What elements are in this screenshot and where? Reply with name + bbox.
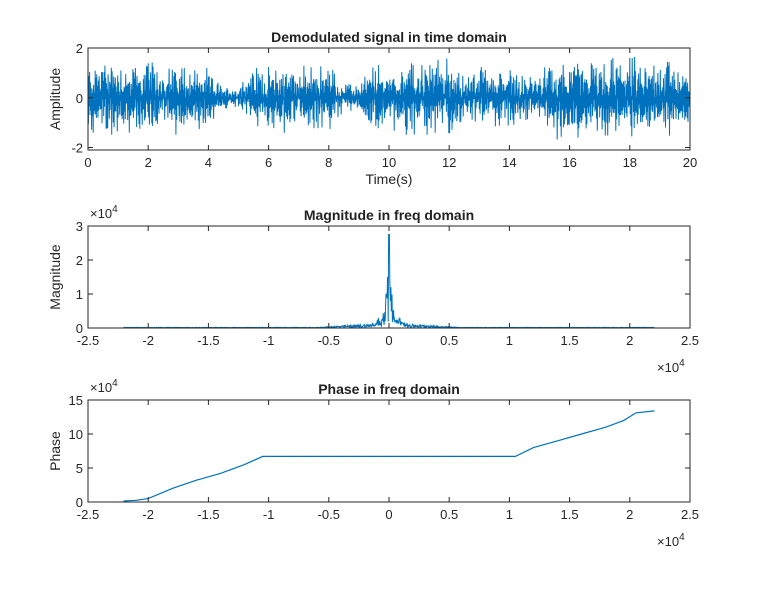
y-exponent-base: ×10 — [90, 380, 112, 395]
x-tick-label: 0.5 — [440, 333, 458, 348]
y-tick-label: 0 — [76, 495, 83, 510]
x-tick-label: -1 — [263, 333, 275, 348]
x-exponent-power: 4 — [679, 532, 685, 543]
y-exponent-power: 4 — [112, 378, 118, 389]
y-tick-label: 10 — [69, 427, 83, 442]
y-tick-label: 2 — [76, 41, 83, 56]
y-tick-label: 5 — [76, 461, 83, 476]
x-tick-label: 2 — [145, 155, 152, 170]
x-tick-label: 1.5 — [561, 507, 579, 522]
x-tick-label: -2 — [142, 333, 154, 348]
x-tick-label: 6 — [265, 155, 272, 170]
subplot-3: Phase in freq domain -2.5 -2 -1.5 -1 -0.5 0 0.5… — [47, 378, 699, 549]
subplot-2: Magnitude in freq domain -2.5 -2 -1.5 -1 -0.5… — [47, 204, 699, 375]
x-tick-label: 2.5 — [681, 507, 699, 522]
y-tick-label: 15 — [69, 393, 83, 408]
x-tick-label: -2.5 — [77, 333, 99, 348]
x-tick-label: -2.5 — [77, 507, 99, 522]
x-exponent-label: ×104 — [657, 532, 685, 549]
series-line — [123, 410, 655, 502]
y-axis-label: Magnitude — [47, 244, 63, 310]
y-tick-label: 0 — [76, 321, 83, 336]
x-tick-label: 2 — [626, 507, 633, 522]
x-tick-label: 8 — [325, 155, 332, 170]
series-line — [88, 56, 690, 140]
x-tick-label: 14 — [502, 155, 516, 170]
x-tick-label: -1.5 — [197, 507, 219, 522]
x-tick-label: 18 — [623, 155, 637, 170]
x-tick-label: 0.5 — [440, 507, 458, 522]
series-line — [123, 234, 655, 328]
x-tick-label: 2.5 — [681, 333, 699, 348]
x-exponent-base: ×10 — [657, 360, 679, 375]
x-tick-label: 20 — [683, 155, 697, 170]
y-exponent-power: 4 — [112, 204, 118, 215]
x-tick-label: -0.5 — [318, 333, 340, 348]
y-tick-label: 3 — [76, 219, 83, 234]
x-tick-label: 1.5 — [561, 333, 579, 348]
x-tick-label: 12 — [442, 155, 456, 170]
x-tick-label: 0 — [385, 507, 392, 522]
x-tick-label: -1 — [263, 507, 275, 522]
y-exponent-label: ×104 — [90, 204, 118, 221]
y-tick-label: 1 — [76, 287, 83, 302]
y-tick-label: 0 — [76, 91, 83, 106]
x-tick-label: 1 — [506, 333, 513, 348]
x-tick-label: 2 — [626, 333, 633, 348]
y-axis-label: Amplitude — [47, 68, 63, 130]
x-exponent-base: ×10 — [657, 534, 679, 549]
x-tick-label: 16 — [562, 155, 576, 170]
y-exponent-base: ×10 — [90, 206, 112, 221]
x-tick-label: 4 — [205, 155, 212, 170]
x-exponent-power: 4 — [679, 358, 685, 369]
x-tick-label: -0.5 — [318, 507, 340, 522]
y-exponent-label: ×104 — [90, 378, 118, 395]
plot-title: Magnitude in freq domain — [304, 207, 474, 223]
y-tick-label: 2 — [76, 253, 83, 268]
x-tick-label: 1 — [506, 507, 513, 522]
x-axis-label: Time(s) — [366, 171, 413, 187]
y-axis-label: Phase — [47, 431, 63, 471]
x-tick-label: 0 — [385, 333, 392, 348]
x-tick-label: -2 — [142, 507, 154, 522]
plot-title: Demodulated signal in time domain — [271, 29, 507, 45]
x-tick-label: -1.5 — [197, 333, 219, 348]
y-tick-label: -2 — [71, 141, 83, 156]
x-exponent-label: ×104 — [657, 358, 685, 375]
x-tick-label: 0 — [84, 155, 91, 170]
plot-title: Phase in freq domain — [318, 381, 460, 397]
subplot-1: Demodulated signal in time domain 0 2 4 6 8 10… — [47, 29, 697, 187]
x-tick-label: 10 — [382, 155, 396, 170]
